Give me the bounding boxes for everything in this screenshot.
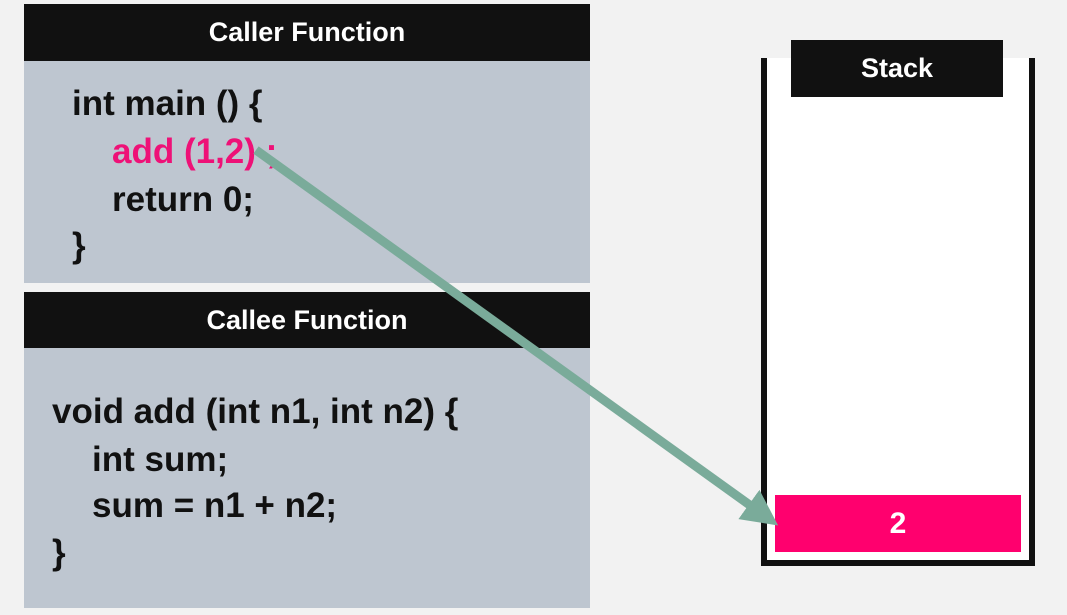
callee-code-line: int sum; [92,440,229,479]
caller-function-panel: Caller Function [24,4,590,283]
stack-label: Stack [791,40,1003,97]
stack-container [761,58,1035,566]
caller-code-line: return 0; [112,180,254,219]
caller-function-header: Caller Function [24,4,590,61]
caller-code-line: } [72,226,86,265]
callee-function-header: Callee Function [24,292,590,348]
caller-code-line: int main () { [72,84,263,123]
callee-code-line: } [52,533,66,572]
callee-code-line: void add (int n1, int n2) { [52,392,459,431]
caller-code-line-highlighted: add (1,2) ; [112,132,278,171]
callee-code-line: sum = n1 + n2; [92,486,338,525]
stack-frame: 2 [775,495,1021,552]
